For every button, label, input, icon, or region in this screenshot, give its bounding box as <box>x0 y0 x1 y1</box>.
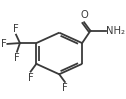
Text: NH₂: NH₂ <box>106 26 125 36</box>
Text: F: F <box>14 53 20 63</box>
Text: F: F <box>28 73 34 83</box>
Text: O: O <box>80 10 88 20</box>
Text: F: F <box>62 83 68 93</box>
Text: F: F <box>13 23 19 33</box>
Text: F: F <box>1 39 6 49</box>
